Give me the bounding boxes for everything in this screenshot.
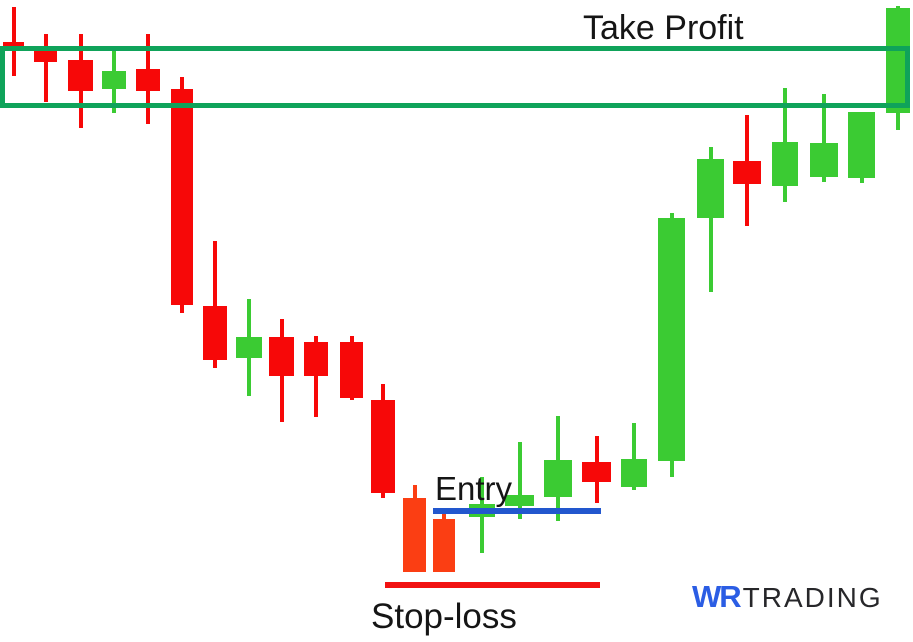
candle-body <box>304 342 328 376</box>
candle-body <box>733 161 761 184</box>
candle-body <box>3 42 24 49</box>
candle-body <box>810 143 838 177</box>
candle-body <box>505 495 534 506</box>
candle-body <box>68 60 93 91</box>
candle-body <box>544 460 572 497</box>
candle-body <box>772 142 798 186</box>
candle-body <box>403 498 426 572</box>
take-profit-zone <box>0 46 910 108</box>
candle-body <box>371 400 395 493</box>
candle-body <box>621 459 647 487</box>
candle-body <box>658 218 685 461</box>
stop-loss-label: Stop-loss <box>371 597 517 636</box>
candle-wick <box>43 34 48 102</box>
candle-body <box>582 462 611 482</box>
candle-body <box>236 337 262 358</box>
entry-label: Entry <box>435 470 513 507</box>
candle-body <box>269 337 294 376</box>
candle-body <box>34 51 57 62</box>
entry-line <box>433 508 601 514</box>
candle-wick <box>11 7 16 76</box>
candle-body <box>136 69 160 91</box>
candle-wick <box>708 147 713 292</box>
candle-body <box>697 159 724 218</box>
candle-body <box>102 71 126 89</box>
take-profit-label: Take Profit <box>583 9 744 47</box>
candle-wick <box>314 336 318 417</box>
logo-trading-text: TRADING <box>742 582 883 613</box>
logo-wr-text: WR <box>692 579 742 614</box>
stop-loss-line <box>385 582 600 588</box>
candle-body <box>171 89 193 305</box>
candle-body <box>340 342 363 398</box>
candle-body <box>203 306 227 360</box>
candle-wick <box>632 423 636 490</box>
candle-wick <box>213 241 217 368</box>
candle-body <box>433 519 455 572</box>
candle-body <box>848 112 875 178</box>
candle-wick <box>517 442 522 519</box>
candle-wick <box>822 94 826 182</box>
wr-trading-logo: WR TRADING <box>692 581 883 612</box>
